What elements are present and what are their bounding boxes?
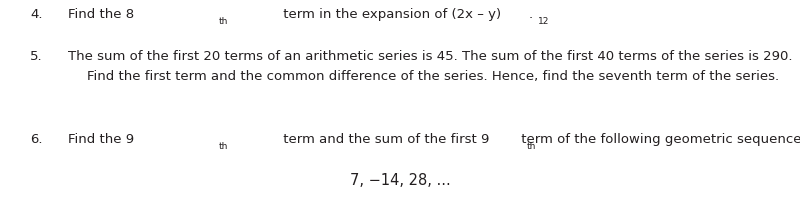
Text: Find the 9: Find the 9: [68, 133, 134, 146]
Text: 6.: 6.: [30, 133, 42, 146]
Text: th: th: [219, 17, 228, 26]
Text: term of the following geometric sequence.: term of the following geometric sequence…: [518, 133, 800, 146]
Text: Find the 8: Find the 8: [68, 8, 134, 21]
Text: term in the expansion of (2x – y): term in the expansion of (2x – y): [279, 8, 501, 21]
Text: 5.: 5.: [30, 50, 42, 63]
Text: th: th: [219, 142, 228, 151]
Text: term and the sum of the first 9: term and the sum of the first 9: [279, 133, 490, 146]
Text: th: th: [526, 142, 536, 151]
Text: .: .: [529, 8, 533, 21]
Text: Find the first term and the common difference of the series. Hence, find the sev: Find the first term and the common diffe…: [87, 70, 779, 83]
Text: 7, −14, 28, ...: 7, −14, 28, ...: [350, 173, 450, 188]
Text: 12: 12: [538, 17, 550, 26]
Text: The sum of the first 20 terms of an arithmetic series is 45. The sum of the firs: The sum of the first 20 terms of an arit…: [68, 50, 793, 63]
Text: 4.: 4.: [30, 8, 42, 21]
